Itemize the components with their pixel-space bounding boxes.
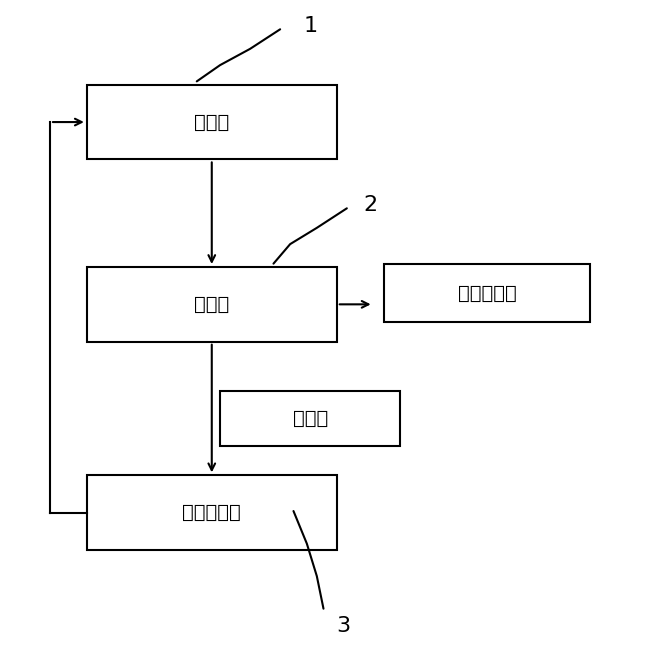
Text: 过滤池: 过滤池 <box>194 113 229 132</box>
Text: 3: 3 <box>336 616 351 636</box>
Text: 稀释水: 稀释水 <box>293 409 327 428</box>
Bar <box>384 264 590 322</box>
Bar <box>87 475 337 550</box>
Text: 稀释搔匀池: 稀释搔匀池 <box>182 503 241 522</box>
Bar <box>220 391 400 446</box>
Text: 净水池: 净水池 <box>194 295 229 314</box>
Bar <box>87 85 337 159</box>
Bar <box>87 267 337 342</box>
Text: 1: 1 <box>303 16 317 36</box>
Text: 设备冷却水: 设备冷却水 <box>458 283 516 303</box>
Text: 2: 2 <box>363 195 378 215</box>
